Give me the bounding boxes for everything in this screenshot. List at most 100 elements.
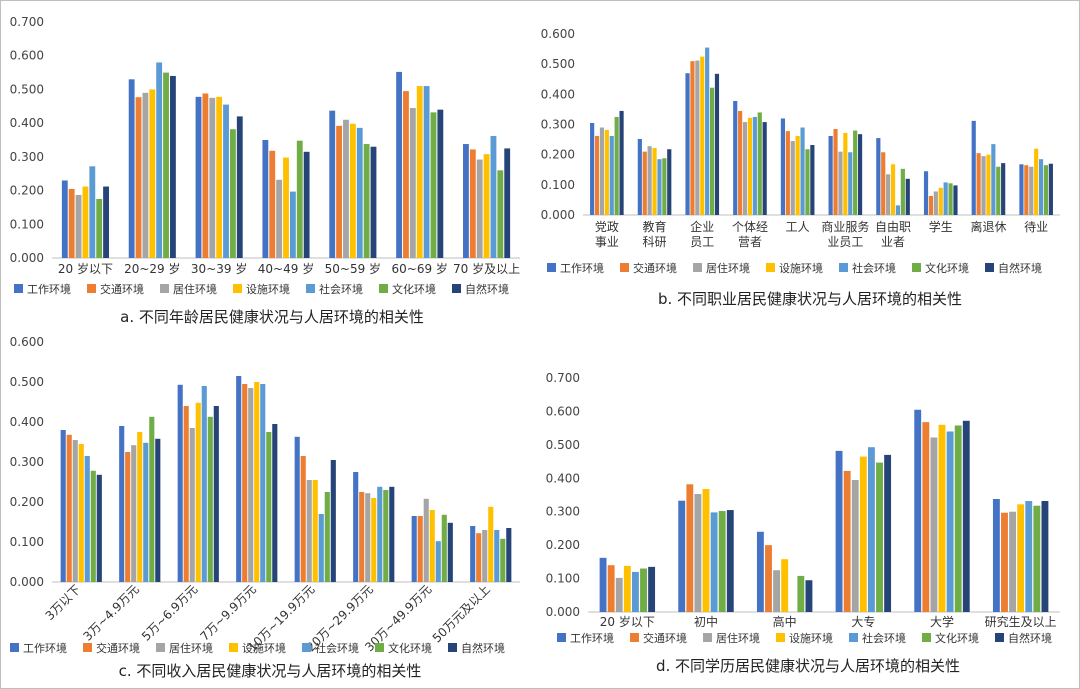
bar-自然环境-5 <box>857 134 863 215</box>
y-tick-label: 0.600 <box>10 49 44 63</box>
bar-文化环境-0 <box>96 199 103 258</box>
bar-自然环境-7 <box>506 528 512 582</box>
legend-label: 交通环境 <box>643 631 687 645</box>
legend-swatch <box>703 633 712 642</box>
legend-label: 社会环境 <box>852 261 896 275</box>
x-category-label: 事业 <box>595 235 619 249</box>
bar-交通环境-4 <box>922 422 930 612</box>
bar-交通环境-1 <box>125 452 131 582</box>
legend-label: 工作环境 <box>560 261 604 275</box>
bar-文化环境-4 <box>805 149 810 215</box>
chart-caption: a. 不同年龄居民健康状况与人居环境的相关性 <box>120 308 424 326</box>
bar-自然环境-5 <box>437 109 444 259</box>
y-tick-label: 0.100 <box>541 178 575 192</box>
y-tick-label: 0.100 <box>10 217 44 231</box>
bar-设施环境-7 <box>488 506 494 582</box>
bar-社会环境-3 <box>867 447 875 612</box>
bar-自然环境-0 <box>619 110 624 215</box>
bar-工作环境-3 <box>835 450 843 612</box>
legend-label: 社会环境 <box>319 282 363 296</box>
legend-label: 居住环境 <box>716 631 760 645</box>
bar-设施环境-0 <box>82 186 89 258</box>
bar-文化环境-0 <box>640 568 647 612</box>
chart-caption: c. 不同收入居民健康状况与人居环境的相关性 <box>119 662 422 680</box>
bar-工作环境-4 <box>914 409 922 612</box>
x-category-label: 70 岁及以上 <box>453 261 520 276</box>
bar-交通环境-1 <box>135 97 142 258</box>
y-tick-label: 0.300 <box>541 118 575 132</box>
bar-自然环境-3 <box>272 424 278 582</box>
legend-swatch <box>156 643 165 652</box>
bar-自然环境-0 <box>96 474 102 582</box>
y-tick-label: 0.400 <box>10 415 44 429</box>
chart-a: 0.000 0.100 0.200 0.300 0.400 0.500 0.600 0.700… <box>10 15 520 326</box>
bar-设施环境-0 <box>78 444 84 582</box>
legend-swatch <box>375 643 384 652</box>
bar-交通环境-6 <box>469 149 476 258</box>
bar-工作环境-3 <box>236 376 242 582</box>
bar-设施环境-9 <box>1034 148 1039 215</box>
x-category-label: 业员工 <box>827 235 863 249</box>
legend-swatch <box>693 263 702 272</box>
bar-设施环境-8 <box>986 154 991 215</box>
bar-社会环境-6 <box>435 541 441 582</box>
bar-交通环境-8 <box>976 153 981 215</box>
bar-交通环境-0 <box>68 188 75 258</box>
bar-文化环境-4 <box>954 425 962 612</box>
bar-文化环境-8 <box>996 166 1001 215</box>
legend-swatch <box>87 284 96 293</box>
bar-工作环境-2 <box>177 384 183 582</box>
bar-设施环境-2 <box>216 96 223 259</box>
bar-居住环境-7 <box>482 530 488 582</box>
bar-交通环境-7 <box>476 533 482 582</box>
bar-交通环境-7 <box>928 195 934 215</box>
bar-居住环境-5 <box>838 151 843 215</box>
bar-交通环境-2 <box>202 93 209 258</box>
bar-自然环境-7 <box>953 185 958 215</box>
bar-自然环境-1 <box>155 438 161 582</box>
chart-c: 0.000 0.100 0.200 0.300 0.400 0.500 0.600 3万以下3… <box>10 335 520 680</box>
bar-设施环境-1 <box>149 89 156 258</box>
bar-工作环境-8 <box>971 120 976 215</box>
bar-设施环境-1 <box>137 432 143 582</box>
legend-label: 自然环境 <box>465 282 509 296</box>
y-tick-label: 0.700 <box>10 15 44 29</box>
bar-工作环境-4 <box>294 436 300 582</box>
bar-自然环境-0 <box>103 186 109 258</box>
y-tick-label: 0.200 <box>10 495 44 509</box>
x-category-label: 20 岁以下 <box>600 614 655 629</box>
x-category-label: 3万以下 <box>43 582 84 623</box>
x-category-label: 7万~9.9万元 <box>198 582 259 643</box>
bar-居住环境-1 <box>647 146 652 215</box>
bar-交通环境-6 <box>881 152 886 215</box>
bar-居住环境-4 <box>306 480 312 582</box>
bar-文化环境-1 <box>149 416 155 582</box>
bar-文化环境-0 <box>614 116 619 215</box>
bar-交通环境-3 <box>242 384 248 582</box>
bar-居住环境-7 <box>933 191 938 215</box>
bar-设施环境-3 <box>859 456 867 612</box>
bar-社会环境-5 <box>1025 501 1033 612</box>
x-category-label: 研究生及以上 <box>985 614 1057 629</box>
bar-工作环境-6 <box>411 516 417 582</box>
bar-居住环境-2 <box>189 428 195 582</box>
bar-交通环境-3 <box>843 470 851 612</box>
bar-文化环境-2 <box>207 416 213 582</box>
bar-设施环境-0 <box>604 129 609 215</box>
bar-文化环境-7 <box>500 538 506 582</box>
bar-文化环境-5 <box>430 112 437 259</box>
x-category-label: 商业服务 <box>821 219 869 234</box>
bar-设施环境-5 <box>371 498 377 582</box>
x-category-label: 企业 <box>690 219 714 234</box>
bar-居住环境-1 <box>694 493 702 612</box>
bar-文化环境-2 <box>229 129 236 258</box>
bar-自然环境-5 <box>389 486 395 582</box>
bar-交通环境-1 <box>642 151 647 215</box>
bar-工作环境-3 <box>733 100 738 215</box>
y-tick-label: 0.400 <box>541 87 575 101</box>
bar-交通环境-5 <box>1001 512 1008 612</box>
bar-设施环境-6 <box>429 510 435 582</box>
y-tick-label: 0.400 <box>10 116 44 130</box>
bar-居住环境-6 <box>886 174 891 215</box>
